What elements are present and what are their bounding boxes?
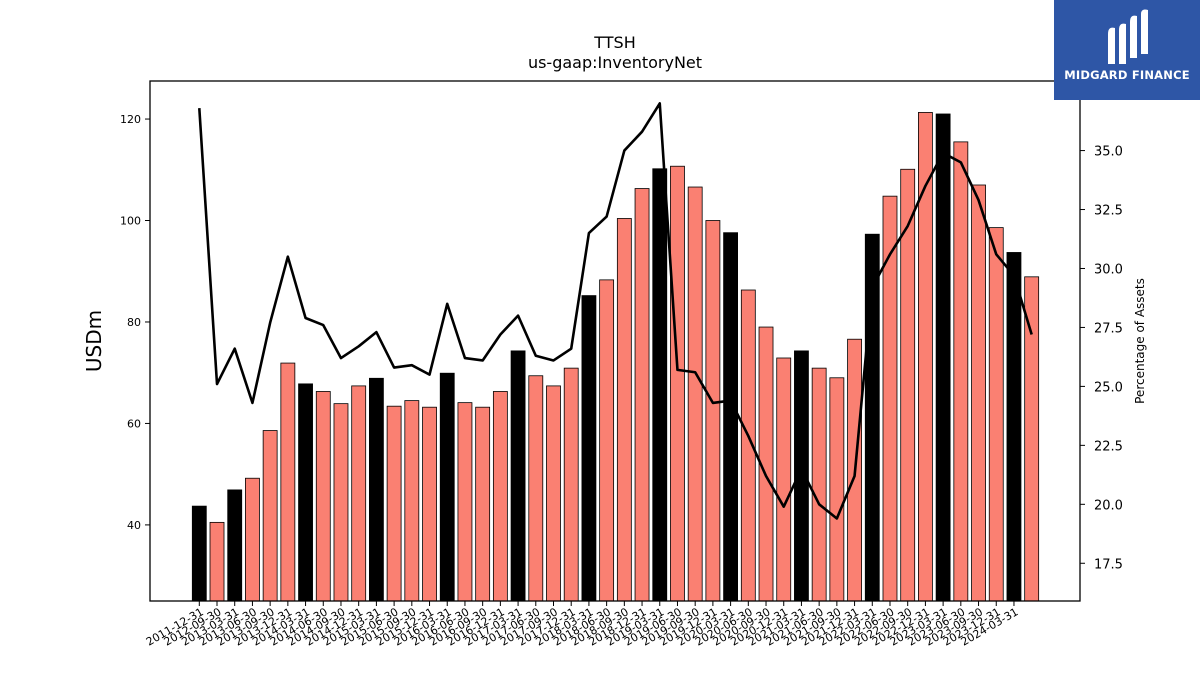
y2-tick-label: 22.5 [1094,439,1123,454]
y-tick-label: 80 [127,316,141,329]
bar [298,383,313,602]
y2-tick-label: 27.5 [1094,321,1123,336]
y-tick-label: 120 [120,113,141,126]
bar [971,184,986,602]
chart-subtitle: us-gaap:InventoryNet [528,53,702,72]
percentage-of-assets-line [198,102,1033,520]
bar [581,295,597,602]
bar [563,367,579,602]
bar [1024,276,1040,602]
brand-logo: MIDGARD FINANCE [1054,0,1200,100]
bar [829,377,845,602]
bar [776,357,792,602]
logo-text: MIDGARD FINANCE [1064,68,1190,82]
bar [1006,252,1022,602]
bar [705,220,721,602]
bar [422,406,437,602]
bar [333,403,349,602]
bar [634,188,650,602]
bar [386,405,402,602]
bar [227,489,243,602]
bar [245,477,260,602]
y-tick-label: 100 [120,215,141,228]
bar [687,186,703,602]
plot-frame [149,80,1081,602]
bar [723,232,738,602]
bar [935,113,951,602]
bar [368,377,384,602]
y2-tick-label: 25.0 [1094,380,1123,395]
y-axis-label: USDm [82,310,106,372]
bar [315,391,331,602]
bar [510,350,526,602]
bar [457,402,473,602]
bar [652,168,668,602]
bar [546,385,561,602]
y2-tick-label: 17.5 [1094,557,1123,572]
bar [492,391,508,602]
y-tick-label: 60 [127,417,141,430]
bar [616,218,632,602]
y-tick-label: 40 [127,519,141,532]
axes: 40 60 80 100 120 17.5 20.0 22.5 25.0 27.5 30.0 32.5… [120,80,1123,649]
line-series-group [198,102,1033,520]
bar [670,165,685,602]
bar [280,362,296,602]
bar [351,385,367,602]
bar [262,430,278,602]
chart-title: TTSH [593,33,635,52]
y2-tick-label: 20.0 [1094,498,1123,513]
y2-tick-label: 32.5 [1094,204,1123,219]
bar [953,141,969,602]
y2-tick-label: 35.0 [1094,145,1123,160]
bar [439,372,455,602]
bar [811,367,827,602]
bar [475,406,491,602]
y2-tick-label: 30.0 [1094,262,1123,277]
bar [191,505,207,602]
y2-axis-label: Percentage of Assets [1133,278,1147,404]
bar [988,227,1004,602]
bar [599,279,615,602]
logo-mark-icon [1108,9,1148,65]
bar [404,400,420,602]
bar [209,521,225,602]
bar [528,375,544,602]
